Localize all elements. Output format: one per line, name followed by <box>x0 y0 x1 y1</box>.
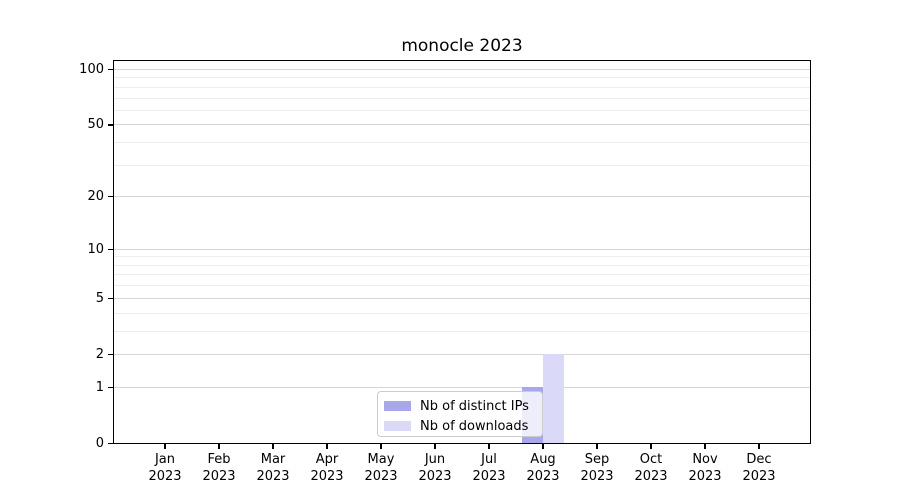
x-tick-label: Jun 2023 <box>418 452 452 484</box>
legend-swatch <box>384 401 411 411</box>
y-minor-gridline <box>114 312 810 314</box>
y-minor-gridline <box>114 264 810 266</box>
x-tick-label: Dec 2023 <box>742 452 776 484</box>
y-tick-mark <box>108 442 113 445</box>
y-minor-gridline <box>114 86 810 88</box>
x-tick-mark <box>650 444 652 450</box>
y-tick-mark <box>108 196 113 198</box>
x-tick-label: Aug 2023 <box>526 452 560 484</box>
y-tick-label: 2 <box>95 346 104 362</box>
legend-label: Nb of distinct IPs <box>420 398 529 414</box>
x-tick-label: Oct 2023 <box>634 452 668 484</box>
y-major-gridline <box>114 196 810 198</box>
x-tick-label: Mar 2023 <box>256 452 290 484</box>
x-tick-mark <box>326 444 328 450</box>
y-minor-gridline <box>114 285 810 287</box>
x-tick-label: Jul 2023 <box>472 452 506 484</box>
x-tick-mark <box>272 444 274 450</box>
y-minor-gridline <box>114 109 810 111</box>
y-tick-mark <box>108 68 113 71</box>
legend-swatch <box>384 421 411 431</box>
x-tick-label: Jan 2023 <box>148 452 182 484</box>
y-major-gridline <box>114 297 810 299</box>
y-minor-gridline <box>114 164 810 166</box>
y-major-gridline <box>114 124 810 126</box>
x-tick-mark <box>704 444 706 450</box>
x-tick-mark <box>434 444 436 450</box>
x-tick-mark <box>488 444 490 450</box>
y-major-gridline <box>114 69 810 70</box>
x-tick-mark <box>218 444 220 450</box>
y-tick-label: 5 <box>95 290 104 306</box>
y-tick-label: 20 <box>87 189 104 205</box>
legend-entry: Nb of distinct IPs <box>384 396 542 416</box>
legend-entry: Nb of downloads <box>384 416 542 436</box>
chart-title: monocle 2023 <box>401 36 523 56</box>
y-tick-label: 50 <box>87 117 104 133</box>
x-tick-label: Sep 2023 <box>580 452 614 484</box>
y-tick-mark <box>108 124 113 126</box>
y-major-gridline <box>114 353 810 355</box>
y-tick-label: 100 <box>79 62 104 77</box>
x-tick-mark <box>596 444 598 450</box>
x-tick-mark <box>380 444 382 450</box>
legend-label: Nb of downloads <box>420 418 529 434</box>
legend: Nb of distinct IPs Nb of downloads <box>377 391 543 437</box>
y-tick-label: 1 <box>95 379 104 395</box>
x-tick-label: May 2023 <box>364 452 398 484</box>
x-tick-mark <box>164 444 166 450</box>
y-tick-mark <box>108 297 113 299</box>
y-minor-gridline <box>114 142 810 144</box>
y-minor-gridline <box>114 97 810 99</box>
y-tick-mark <box>108 248 113 250</box>
x-tick-label: Nov 2023 <box>688 452 722 484</box>
y-minor-gridline <box>114 274 810 276</box>
y-tick-label: 10 <box>87 241 104 257</box>
bar-nb-of-downloads <box>543 354 564 444</box>
x-tick-label: Apr 2023 <box>310 452 344 484</box>
x-tick-label: Feb 2023 <box>202 452 236 484</box>
x-tick-mark <box>758 444 760 450</box>
y-minor-gridline <box>114 77 810 79</box>
y-major-gridline <box>114 386 810 388</box>
y-tick-mark <box>108 386 113 388</box>
y-tick-mark <box>108 353 113 356</box>
x-tick-mark <box>542 444 544 450</box>
y-minor-gridline <box>114 330 810 332</box>
y-tick-label: 0 <box>95 436 104 451</box>
y-major-gridline <box>114 248 810 250</box>
y-minor-gridline <box>114 256 810 258</box>
